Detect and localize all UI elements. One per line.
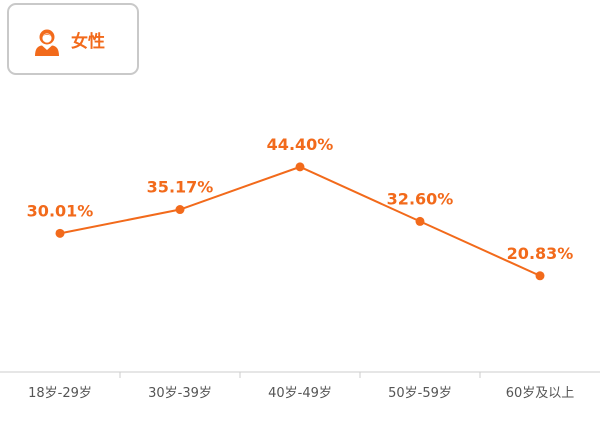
- data-point: [295, 162, 305, 172]
- x-tick-label: 40岁-49岁: [268, 386, 332, 401]
- data-point: [415, 216, 425, 226]
- data-point: [55, 228, 65, 238]
- data-label: 30.01%: [27, 201, 94, 220]
- x-axis: [0, 371, 600, 378]
- series-line-layer: [59, 165, 541, 277]
- tick-labels-layer: 18岁-29岁 30岁-39岁 40岁-49岁 50岁-59岁 60岁及以上: [28, 386, 574, 401]
- data-label: 32.60%: [387, 189, 454, 208]
- x-tick-label: 18岁-29岁: [28, 386, 92, 401]
- data-point: [535, 271, 545, 281]
- female-user-icon: [35, 29, 59, 56]
- legend-badge: 女性: [7, 3, 139, 75]
- x-tick-label: 30岁-39岁: [148, 386, 212, 401]
- data-label: 44.40%: [267, 135, 334, 154]
- x-tick-label: 60岁及以上: [506, 386, 575, 401]
- legend-label: 女性: [71, 32, 105, 52]
- series-line: [59, 165, 541, 277]
- x-tick-label: 50岁-59岁: [388, 386, 452, 401]
- data-labels-layer: 30.01% 35.17% 44.40% 32.60% 20.83%: [27, 135, 574, 263]
- points-layer: [55, 162, 545, 281]
- data-point: [175, 205, 185, 215]
- data-label: 35.17%: [147, 178, 214, 197]
- data-label: 20.83%: [507, 244, 574, 263]
